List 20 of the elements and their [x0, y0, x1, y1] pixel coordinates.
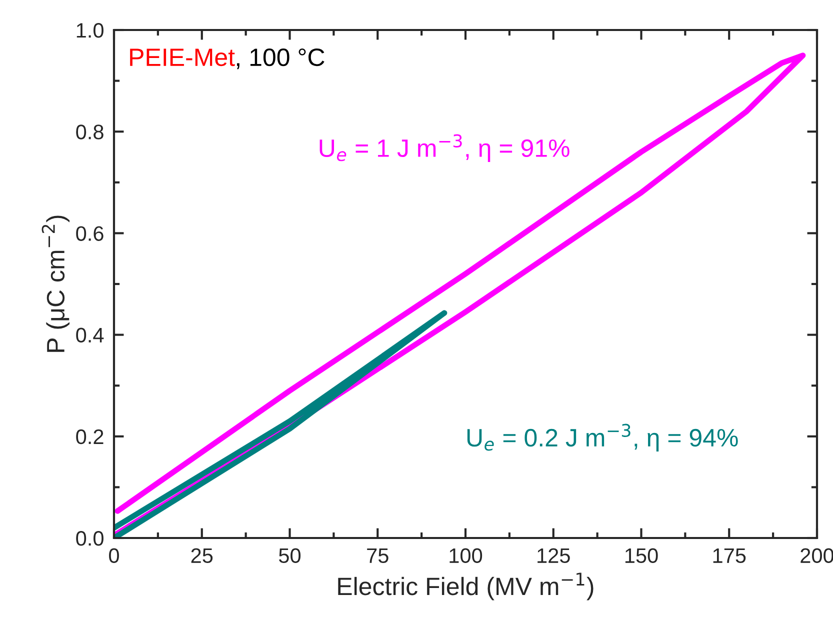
x-tick-label: 100	[450, 548, 482, 564]
y-tick-label: 0.0	[76, 531, 104, 546]
y-tick-label: 0.6	[76, 226, 104, 241]
annotation: U$_{e}$ = 0.2 J m$^{−3}$, η = 94%	[467, 424, 738, 452]
x-tick-label: 25	[191, 548, 213, 564]
y-axis-title: P (μC cm$^{−2}$)	[42, 216, 70, 352]
x-tick-label: 75	[367, 548, 388, 564]
y-tick-label: 1.0	[76, 23, 104, 38]
y-tick-label: 0.2	[76, 429, 104, 444]
x-tick-label: 125	[538, 548, 570, 564]
annotation: U$_{e}$ = 1 J m$^{−3}$, η = 91%	[320, 134, 570, 162]
x-tick-label: 0	[109, 548, 119, 564]
annotation: , 100 °C	[236, 48, 324, 70]
x-axis-title: Electric Field (MV m$^{−1}$)	[338, 572, 594, 600]
x-tick-label: 150	[625, 548, 658, 564]
y-tick-label: 0.4	[76, 328, 104, 343]
x-tick-label: 50	[279, 548, 301, 564]
annotation: PEIE-Met	[130, 48, 235, 66]
x-tick-label: 175	[713, 548, 746, 564]
y-tick-label: 0.8	[76, 124, 104, 140]
